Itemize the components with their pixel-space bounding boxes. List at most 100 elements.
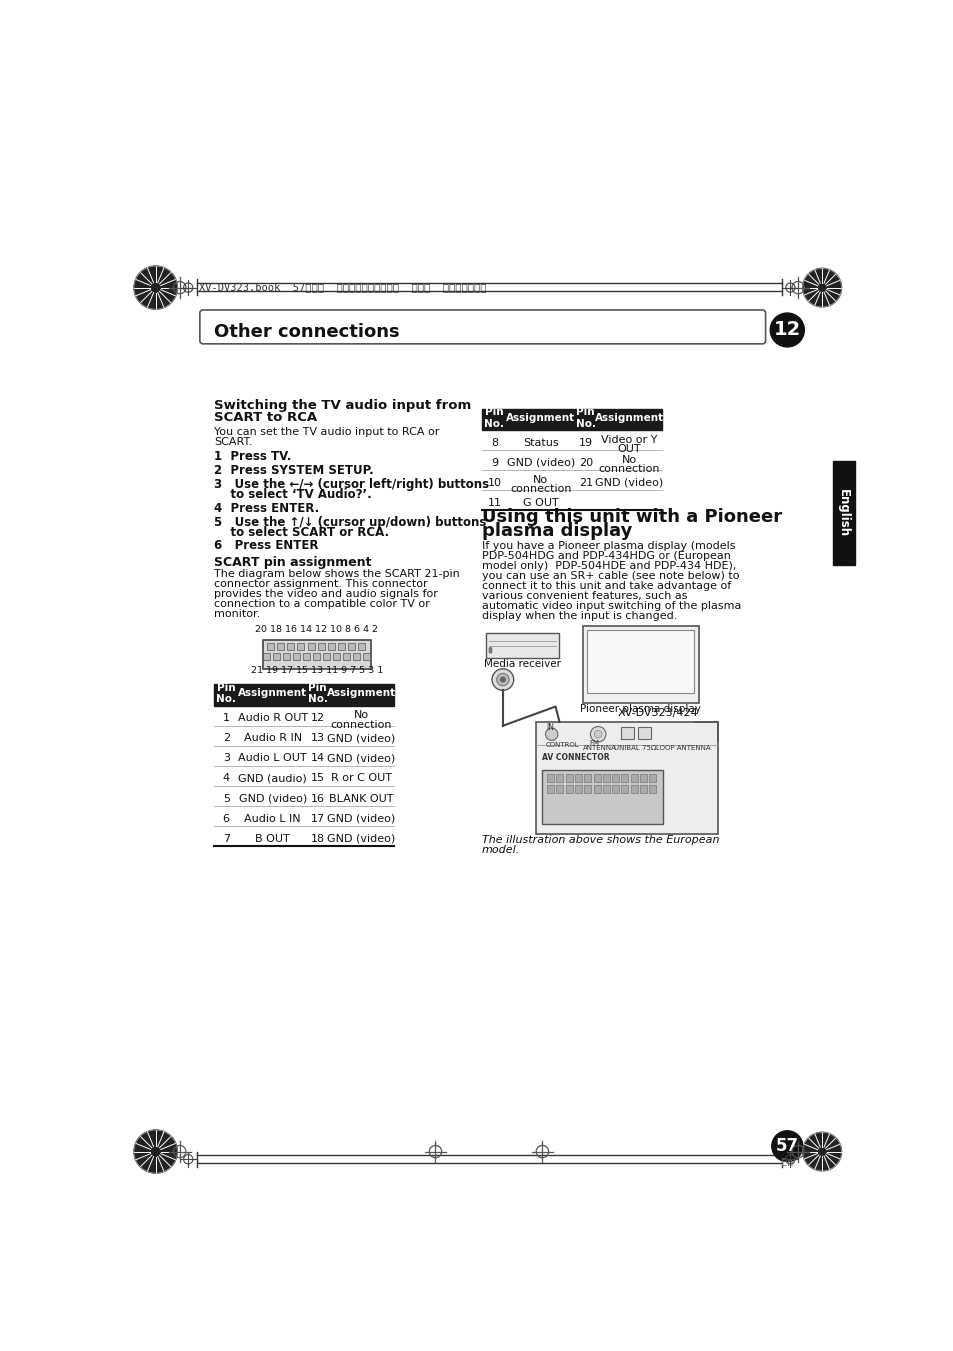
Bar bbox=[363, 653, 370, 659]
Text: The illustration above shows the European: The illustration above shows the Europea… bbox=[481, 835, 719, 844]
Text: connection: connection bbox=[510, 484, 571, 494]
Bar bbox=[273, 653, 279, 659]
Bar bbox=[587, 631, 694, 693]
Circle shape bbox=[489, 647, 491, 650]
Circle shape bbox=[769, 313, 803, 347]
Text: SCART to RCA: SCART to RCA bbox=[213, 411, 316, 424]
Text: plasma display: plasma display bbox=[481, 523, 632, 540]
Circle shape bbox=[802, 269, 841, 307]
Bar bbox=[612, 785, 618, 793]
Text: If you have a Pioneer plasma display (models: If you have a Pioneer plasma display (mo… bbox=[481, 540, 735, 551]
Text: to select SCART or RCA.: to select SCART or RCA. bbox=[213, 526, 389, 539]
Text: UNIBAL 75Ω: UNIBAL 75Ω bbox=[613, 746, 656, 751]
Text: Video or Y: Video or Y bbox=[600, 435, 657, 444]
Text: 20: 20 bbox=[578, 458, 592, 467]
Text: B OUT: B OUT bbox=[255, 834, 290, 843]
Text: 14: 14 bbox=[311, 754, 324, 763]
Text: Status: Status bbox=[522, 438, 558, 447]
Bar bbox=[337, 643, 344, 650]
Bar bbox=[556, 785, 562, 793]
Text: you can use an SR+ cable (see note below) to: you can use an SR+ cable (see note below… bbox=[481, 570, 739, 581]
Text: 8: 8 bbox=[490, 438, 497, 447]
Circle shape bbox=[500, 677, 505, 682]
Bar bbox=[287, 643, 294, 650]
Bar bbox=[213, 684, 394, 705]
Bar bbox=[630, 774, 637, 782]
Text: En: En bbox=[781, 1158, 793, 1169]
Bar bbox=[649, 785, 656, 793]
Bar bbox=[575, 785, 581, 793]
Text: 21: 21 bbox=[578, 478, 592, 488]
Bar bbox=[307, 643, 314, 650]
Bar bbox=[556, 774, 562, 782]
Text: connection: connection bbox=[330, 720, 392, 730]
Bar bbox=[583, 774, 591, 782]
Text: connection: connection bbox=[598, 463, 659, 474]
Text: automatic video input switching of the plasma: automatic video input switching of the p… bbox=[481, 601, 740, 611]
Text: connect it to this unit and take advantage of: connect it to this unit and take advanta… bbox=[481, 581, 730, 590]
Text: 7: 7 bbox=[222, 834, 230, 843]
Text: Pin
No.: Pin No. bbox=[216, 682, 236, 704]
Bar bbox=[575, 774, 581, 782]
Text: Pin
No.: Pin No. bbox=[484, 407, 504, 428]
Text: 6   Press ENTER: 6 Press ENTER bbox=[213, 539, 318, 553]
Bar bbox=[317, 643, 324, 650]
Text: SCART.: SCART. bbox=[213, 436, 252, 447]
Bar bbox=[262, 653, 270, 659]
Text: GND (video): GND (video) bbox=[506, 458, 575, 467]
Circle shape bbox=[489, 651, 491, 653]
Bar bbox=[313, 653, 319, 659]
Bar bbox=[602, 785, 609, 793]
Bar bbox=[546, 785, 554, 793]
Text: Assignment: Assignment bbox=[238, 689, 307, 698]
Circle shape bbox=[545, 728, 558, 740]
Bar bbox=[333, 653, 340, 659]
Text: 9: 9 bbox=[490, 458, 497, 467]
Bar bbox=[282, 653, 290, 659]
Text: No: No bbox=[354, 711, 368, 720]
Bar bbox=[485, 634, 558, 658]
Text: 20 18 16 14 12 10 8 6 4 2: 20 18 16 14 12 10 8 6 4 2 bbox=[255, 624, 378, 634]
Text: monitor.: monitor. bbox=[213, 609, 260, 619]
Bar bbox=[582, 626, 699, 703]
Text: XV-DV323.book  57ページ  ２００４年１月１３日  火曜日  午後７時５７分: XV-DV323.book 57ページ ２００４年１月１３日 火曜日 午後７時５… bbox=[199, 282, 486, 293]
Text: Audio R OUT: Audio R OUT bbox=[237, 713, 308, 723]
FancyBboxPatch shape bbox=[199, 309, 765, 345]
Bar bbox=[323, 653, 330, 659]
Text: GND (video): GND (video) bbox=[327, 834, 395, 843]
Bar bbox=[348, 643, 355, 650]
Text: Assignment: Assignment bbox=[594, 413, 663, 423]
Text: 5: 5 bbox=[222, 793, 230, 804]
Bar bbox=[262, 639, 371, 669]
Text: to select ‘TV Audio?’.: to select ‘TV Audio?’. bbox=[213, 488, 371, 501]
Text: various convenient features, such as: various convenient features, such as bbox=[481, 590, 687, 601]
Text: 19: 19 bbox=[578, 438, 592, 447]
Text: Media receiver: Media receiver bbox=[483, 659, 560, 669]
Text: Pioneer plasma display: Pioneer plasma display bbox=[579, 704, 700, 713]
Text: SCART pin assignment: SCART pin assignment bbox=[213, 557, 371, 569]
Text: Audio R IN: Audio R IN bbox=[243, 734, 301, 743]
Bar bbox=[353, 653, 360, 659]
Text: 57: 57 bbox=[775, 1138, 798, 1155]
Bar bbox=[620, 774, 628, 782]
Circle shape bbox=[492, 669, 513, 690]
Text: Audio L OUT: Audio L OUT bbox=[238, 754, 307, 763]
Text: GND (video): GND (video) bbox=[238, 793, 307, 804]
Text: FM: FM bbox=[588, 740, 598, 746]
Text: CONTROL: CONTROL bbox=[545, 742, 578, 747]
Bar bbox=[602, 774, 609, 782]
Text: Pin
No.: Pin No. bbox=[576, 407, 596, 428]
Text: 3   Use the ←/→ (cursor left/right) buttons: 3 Use the ←/→ (cursor left/right) button… bbox=[213, 478, 488, 490]
Bar bbox=[343, 653, 350, 659]
Circle shape bbox=[594, 731, 601, 738]
Circle shape bbox=[590, 727, 605, 742]
Text: Assignment: Assignment bbox=[506, 413, 575, 423]
Text: Pin
No.: Pin No. bbox=[307, 682, 327, 704]
Bar bbox=[565, 774, 572, 782]
Text: PDP-504HDG and PDP-434HDG or (European: PDP-504HDG and PDP-434HDG or (European bbox=[481, 551, 730, 561]
Text: 17: 17 bbox=[311, 813, 324, 824]
Text: Using this unit with a Pioneer: Using this unit with a Pioneer bbox=[481, 508, 781, 527]
Circle shape bbox=[497, 673, 509, 686]
Bar bbox=[832, 461, 854, 565]
Text: R or C OUT: R or C OUT bbox=[330, 774, 391, 784]
